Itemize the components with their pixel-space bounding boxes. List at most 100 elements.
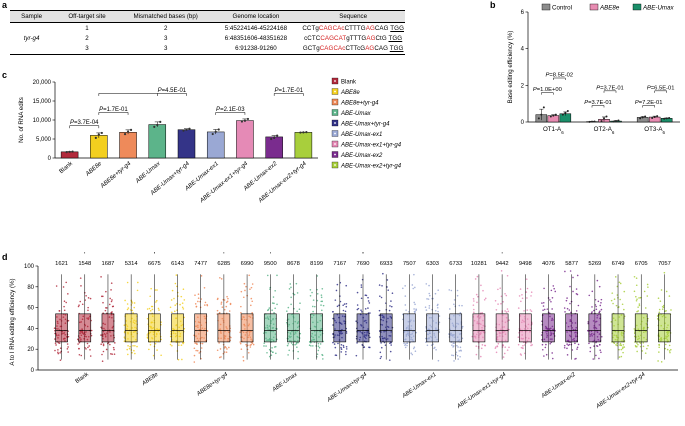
data-point	[459, 346, 462, 349]
p-symbol: P	[275, 88, 279, 94]
data-point	[438, 331, 441, 333]
y-tick-label: 0	[521, 120, 525, 126]
data-point	[128, 347, 131, 350]
data-point	[158, 309, 160, 311]
data-point	[403, 342, 405, 345]
data-point	[112, 305, 115, 308]
data-point	[197, 300, 199, 303]
data-point	[299, 302, 301, 305]
x-tick-label: OT2-A6	[594, 126, 615, 135]
data-point	[334, 346, 337, 349]
cell-mismatch: 3	[120, 43, 211, 55]
data-point	[428, 292, 431, 295]
x-tick-label: OT3-A6	[644, 126, 665, 135]
data-point	[523, 310, 525, 312]
data-point	[505, 294, 508, 297]
data-point	[182, 129, 185, 132]
data-point	[566, 110, 569, 112]
data-point	[508, 319, 510, 321]
data-point	[636, 342, 638, 344]
data-point	[94, 136, 97, 139]
data-point	[589, 346, 592, 349]
y-tick-label: 80	[27, 285, 34, 291]
data-point	[251, 300, 254, 303]
data-point	[618, 306, 620, 308]
data-point	[110, 289, 112, 291]
data-point	[522, 347, 524, 350]
data-point	[131, 309, 134, 312]
legend-marker	[334, 80, 336, 82]
data-point	[79, 277, 82, 279]
data-point	[81, 303, 84, 306]
data-point	[227, 297, 229, 300]
data-point	[270, 354, 273, 356]
data-point	[77, 343, 79, 345]
chart-d: 0 20 40 60 80 100 A to I RNA editing efficienc…	[9, 252, 678, 411]
data-point	[127, 353, 129, 356]
p-symbol: P	[635, 100, 639, 106]
data-point	[386, 279, 389, 281]
data-point	[320, 294, 323, 296]
data-point	[287, 354, 289, 356]
data-point	[57, 352, 60, 355]
data-point	[218, 342, 220, 344]
data-point	[497, 303, 499, 305]
data-point	[576, 274, 579, 277]
y-axis-label: A to I RNA editing efficiency (%)	[9, 278, 16, 365]
data-point	[181, 302, 184, 304]
data-point	[287, 342, 290, 345]
data-point	[378, 284, 381, 286]
subscript: 6	[612, 130, 615, 135]
data-point	[600, 120, 603, 123]
data-point	[497, 342, 500, 345]
data-point	[299, 131, 302, 134]
data-point	[317, 349, 320, 352]
data-point	[297, 350, 299, 353]
data-point	[566, 343, 568, 345]
data-point	[193, 347, 196, 350]
data-point	[63, 300, 66, 303]
data-point	[87, 297, 90, 299]
data-point	[530, 291, 533, 293]
data-point	[136, 345, 138, 348]
data-point	[137, 281, 139, 284]
data-point	[620, 348, 623, 351]
p-value: =1.0E+00	[537, 87, 562, 93]
data-point	[554, 113, 557, 116]
data-point	[404, 346, 407, 349]
data-point	[549, 299, 551, 301]
data-point	[428, 305, 431, 307]
data-point	[129, 128, 133, 131]
data-point	[340, 343, 343, 346]
data-point	[456, 344, 458, 347]
data-point	[638, 303, 641, 305]
data-point	[310, 345, 312, 347]
box	[472, 313, 486, 343]
data-point	[127, 307, 130, 309]
cell-site: 1	[85, 24, 89, 32]
data-point	[379, 351, 382, 354]
data-point	[266, 351, 268, 354]
data-point	[196, 343, 198, 346]
data-point	[504, 346, 507, 348]
data-point	[569, 270, 572, 272]
data-point	[242, 296, 245, 299]
sequence-segment: cCTC	[304, 34, 321, 42]
data-point	[85, 348, 87, 350]
data-point	[287, 306, 290, 309]
data-point	[273, 311, 275, 314]
data-point	[413, 286, 416, 289]
data-point	[127, 345, 129, 347]
data-point	[382, 272, 384, 275]
data-point	[368, 302, 371, 304]
data-point	[271, 351, 274, 354]
data-point	[87, 306, 89, 309]
count-label: 6675	[148, 261, 161, 267]
data-point	[180, 295, 183, 298]
data-point	[530, 310, 533, 312]
data-point	[345, 348, 348, 350]
data-point	[322, 304, 325, 307]
data-point	[525, 278, 528, 280]
data-point	[596, 279, 599, 282]
data-point	[448, 289, 451, 291]
